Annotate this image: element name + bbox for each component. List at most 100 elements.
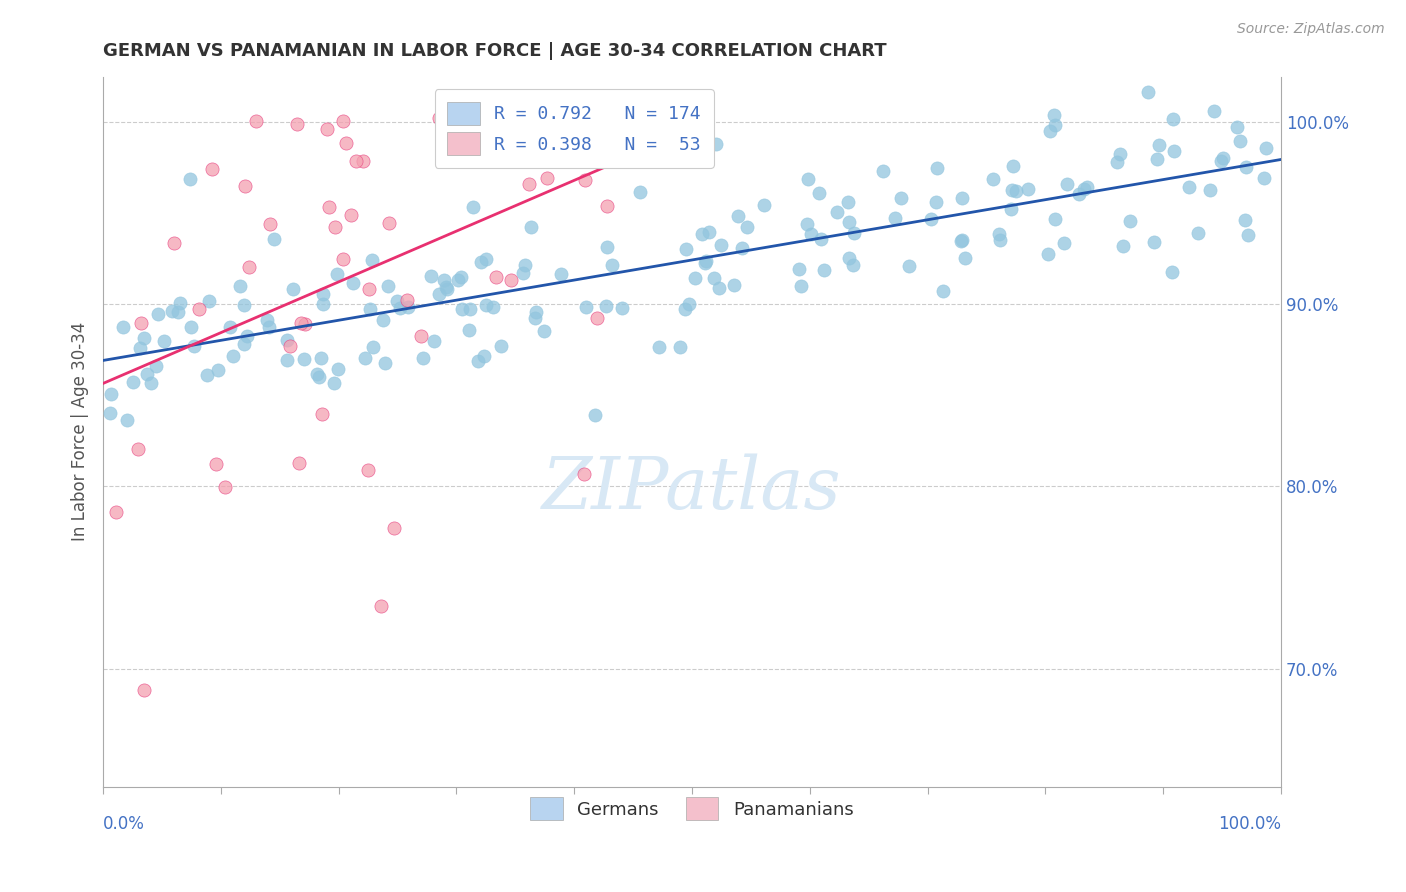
Point xyxy=(628,185,651,199)
Point xyxy=(388,301,411,316)
Point xyxy=(797,171,820,186)
Point xyxy=(583,408,606,422)
Point xyxy=(787,262,810,277)
Point xyxy=(370,599,392,613)
Point xyxy=(132,683,155,698)
Point xyxy=(512,266,534,280)
Point xyxy=(1161,265,1184,279)
Point xyxy=(572,467,595,482)
Point xyxy=(463,200,485,214)
Point xyxy=(690,227,713,241)
Point xyxy=(550,267,572,281)
Text: 100.0%: 100.0% xyxy=(1218,815,1281,833)
Point xyxy=(290,317,312,331)
Point xyxy=(141,376,163,391)
Point xyxy=(1161,112,1184,127)
Point xyxy=(950,191,973,205)
Point xyxy=(838,251,860,265)
Point xyxy=(219,319,242,334)
Point xyxy=(707,281,730,295)
Point xyxy=(377,216,399,230)
Point xyxy=(704,136,727,151)
Point xyxy=(450,270,472,285)
Point xyxy=(693,256,716,270)
Point xyxy=(360,252,382,267)
Point xyxy=(357,463,380,477)
Point xyxy=(523,310,546,325)
Point xyxy=(1108,147,1130,161)
Point xyxy=(311,407,333,421)
Point xyxy=(259,217,281,231)
Point xyxy=(575,300,598,314)
Point xyxy=(357,282,380,296)
Point xyxy=(1236,227,1258,242)
Point xyxy=(256,313,278,327)
Point xyxy=(207,362,229,376)
Point xyxy=(411,329,433,343)
Point xyxy=(340,208,363,222)
Point xyxy=(489,338,512,352)
Point xyxy=(235,179,257,194)
Point xyxy=(396,300,419,314)
Point xyxy=(932,284,955,298)
Point xyxy=(163,235,186,250)
Point xyxy=(332,114,354,128)
Point xyxy=(238,260,260,274)
Point xyxy=(585,310,607,325)
Point xyxy=(482,301,505,315)
Point xyxy=(675,242,697,256)
Point xyxy=(436,282,458,296)
Point xyxy=(949,234,972,248)
Point xyxy=(1146,152,1168,166)
Point xyxy=(169,296,191,310)
Point xyxy=(1147,137,1170,152)
Point xyxy=(470,254,492,268)
Point xyxy=(263,232,285,246)
Point xyxy=(98,406,121,420)
Point xyxy=(285,118,308,132)
Point xyxy=(595,299,617,313)
Point xyxy=(434,280,457,294)
Point xyxy=(536,171,558,186)
Point xyxy=(146,307,169,321)
Point xyxy=(574,113,596,128)
Point xyxy=(312,287,335,301)
Point xyxy=(152,334,174,349)
Point xyxy=(122,375,145,389)
Point xyxy=(842,227,865,241)
Point xyxy=(395,293,418,307)
Point xyxy=(1076,179,1098,194)
Point xyxy=(723,278,745,293)
Point xyxy=(735,220,758,235)
Point xyxy=(600,258,623,272)
Point xyxy=(117,413,139,427)
Point xyxy=(292,351,315,366)
Point xyxy=(433,273,456,287)
Point xyxy=(335,136,357,150)
Point xyxy=(1229,134,1251,148)
Point xyxy=(294,318,316,332)
Text: Source: ZipAtlas.com: Source: ZipAtlas.com xyxy=(1237,22,1385,37)
Point xyxy=(371,313,394,327)
Point xyxy=(1143,235,1166,250)
Point xyxy=(727,210,749,224)
Point xyxy=(278,339,301,353)
Point xyxy=(276,352,298,367)
Point xyxy=(167,305,190,319)
Point xyxy=(187,301,209,316)
Point xyxy=(328,362,350,376)
Point xyxy=(205,457,228,471)
Point xyxy=(1043,212,1066,227)
Point xyxy=(183,339,205,353)
Point xyxy=(359,301,381,316)
Point xyxy=(440,112,463,126)
Point xyxy=(796,217,818,231)
Point xyxy=(198,293,221,308)
Point xyxy=(309,351,332,365)
Point xyxy=(1000,202,1022,216)
Point xyxy=(353,351,375,365)
Point xyxy=(474,120,496,135)
Point xyxy=(105,505,128,519)
Point xyxy=(883,211,905,226)
Point xyxy=(312,297,335,311)
